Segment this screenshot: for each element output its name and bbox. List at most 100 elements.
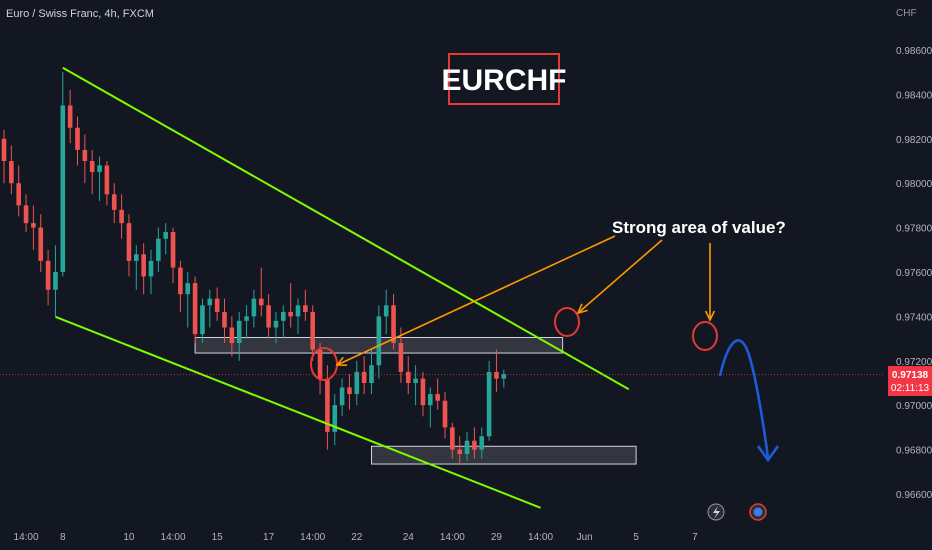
candle (45, 249, 51, 306)
candle-body (442, 400, 448, 428)
candle (163, 223, 168, 255)
arrow-to-circle-1 (335, 235, 616, 366)
candle-body (486, 371, 492, 437)
highlight-circle-2 (554, 307, 580, 337)
y-tick-label: 0.97600 (896, 268, 932, 279)
candle-body (229, 327, 235, 344)
x-tick-label: 5 (633, 532, 639, 543)
candle (185, 272, 191, 328)
candle-body (207, 298, 213, 306)
candle-body (104, 165, 110, 195)
candle-body (369, 365, 374, 383)
candle (214, 287, 220, 321)
candle (126, 214, 132, 277)
x-tick-label: Jun (577, 532, 593, 543)
candle-body (31, 223, 36, 228)
candle-body (266, 305, 271, 328)
candle (207, 289, 213, 328)
candle (310, 305, 315, 361)
candle-body (38, 227, 44, 261)
candle (450, 422, 455, 459)
candle (413, 365, 418, 406)
y-tick-label: 0.97400 (896, 312, 932, 323)
flash-icon[interactable] (707, 503, 725, 521)
candle (472, 427, 477, 459)
projection-arrow-head (756, 445, 780, 463)
candle (75, 116, 80, 166)
x-tick-label: 14:00 (161, 532, 186, 543)
candle (266, 294, 271, 339)
candle (9, 145, 14, 195)
x-tick-label: 7 (692, 532, 698, 543)
candle (134, 245, 139, 290)
y-tick-label: 0.98200 (896, 135, 932, 146)
candle-body (156, 238, 161, 261)
candle (156, 227, 161, 272)
x-tick-label: 14:00 (300, 532, 325, 543)
candle-body (413, 378, 418, 383)
candle (1, 129, 7, 184)
candle-body (303, 305, 308, 312)
candle (486, 360, 492, 441)
candle-body (244, 316, 249, 321)
candle-body (354, 371, 360, 395)
candle-body (501, 374, 507, 379)
candle (420, 371, 426, 417)
candle-body (310, 311, 315, 350)
candle-body (251, 298, 257, 317)
candle (398, 327, 404, 383)
candle-body (163, 232, 168, 239)
y-tick-label: 0.97200 (896, 357, 932, 368)
channel-lower-line (55, 315, 541, 509)
candle (251, 289, 257, 328)
candle (347, 374, 352, 410)
drawings-layer (0, 66, 885, 509)
candle (16, 165, 21, 217)
candle (332, 394, 338, 446)
candle-body (383, 305, 389, 317)
candle-body (464, 440, 470, 455)
candle (361, 356, 367, 395)
economic-event-icon[interactable] (749, 503, 767, 521)
candle-body (494, 371, 499, 379)
candle-body (75, 127, 80, 150)
x-tick-label: 15 (212, 532, 224, 543)
y-tick-label: 0.96800 (896, 446, 932, 457)
candle (23, 194, 29, 233)
price-axis[interactable]: 0.98600 0.98400 0.98200 0.98000 0.97800 0.976… (896, 46, 932, 501)
candle (339, 378, 345, 417)
highlight-circle-3 (692, 321, 718, 351)
symbol-badge: EURCHF (442, 64, 567, 97)
candle (104, 161, 110, 206)
candle-body (222, 311, 227, 328)
arrow-head (576, 303, 588, 315)
candle (38, 214, 44, 272)
y-tick-label: 0.97800 (896, 224, 932, 235)
candle (148, 249, 154, 295)
x-tick-label: 17 (263, 532, 275, 543)
candle (111, 183, 117, 224)
projection-arrow (718, 339, 780, 463)
candle-body (420, 378, 426, 406)
x-tick-label: 14:00 (14, 532, 39, 543)
candle-body (391, 305, 396, 344)
candle (273, 311, 279, 344)
candle-body (398, 343, 404, 372)
candle-body (141, 254, 146, 277)
candles-layer (1, 72, 507, 463)
time-axis[interactable]: 14:00 8 10 14:00 15 17 14:00 22 24 14:00 29 14:00 Ju… (14, 532, 699, 543)
candle (178, 260, 183, 312)
candle-body (317, 349, 323, 379)
candle (60, 72, 66, 277)
value-zone-2 (371, 445, 637, 465)
candle (281, 305, 286, 339)
arrow-to-circle-3 (704, 243, 716, 322)
y-tick-label: 0.96600 (896, 490, 932, 501)
candle-body (111, 194, 117, 210)
candle-body (119, 209, 124, 224)
candle (317, 343, 323, 395)
bar-countdown: 02:11:13 (891, 383, 930, 394)
candle (170, 227, 176, 284)
projection-path (718, 339, 770, 459)
